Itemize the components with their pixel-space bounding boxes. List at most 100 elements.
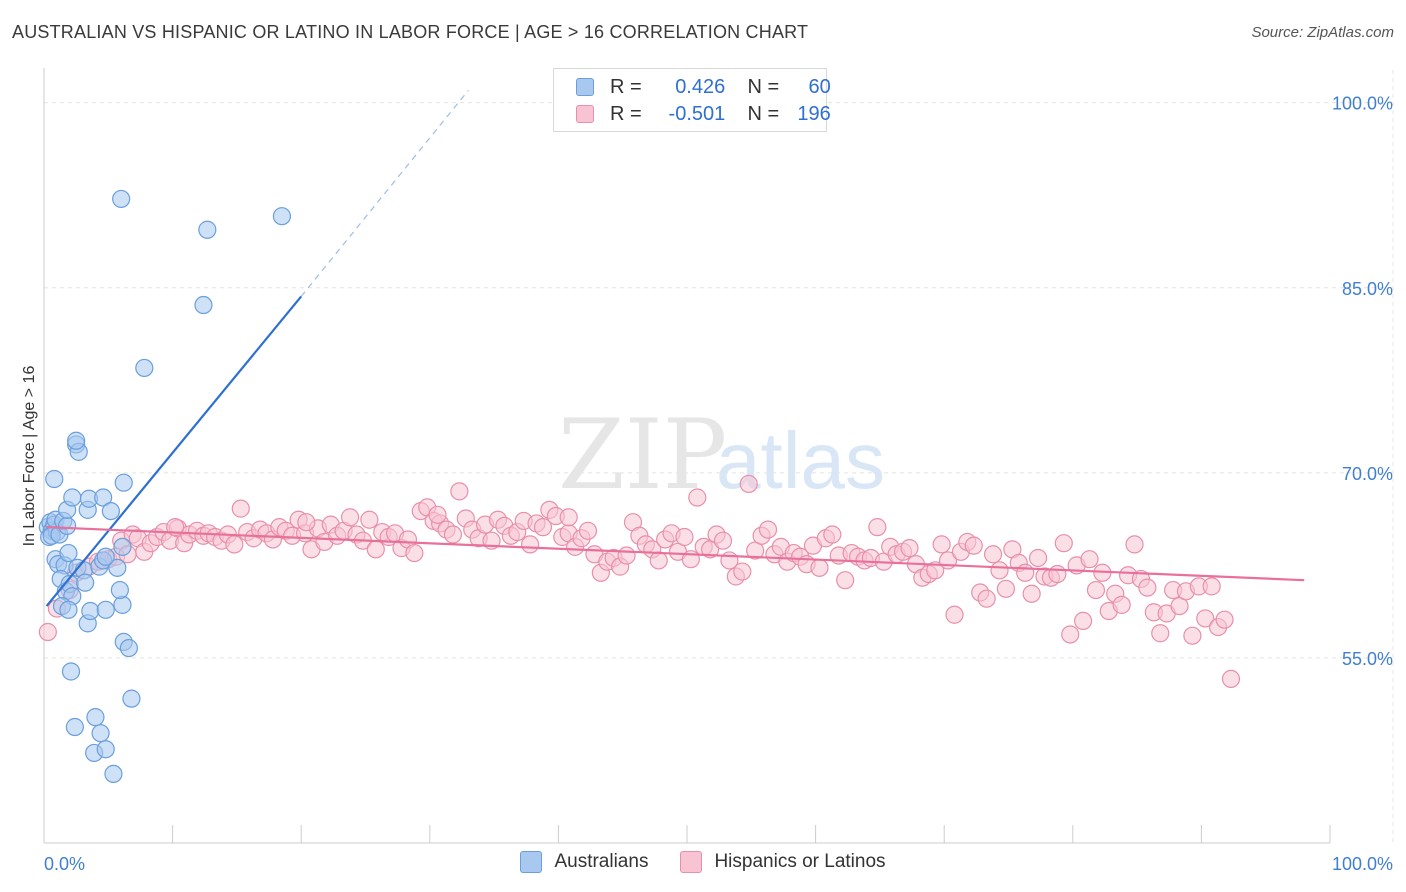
point-hispanics-or-latinos-166 [1125, 535, 1144, 554]
trend-lines [45, 89, 1305, 607]
series-label-australians: Australians [554, 851, 649, 872]
series-legend-hispanics[interactable]: Hispanics or Latinos [680, 851, 886, 873]
point-australians-32 [96, 547, 115, 566]
chart-source: Source: ZipAtlas.com [1251, 24, 1394, 41]
point-hispanics-or-latinos-180 [1215, 610, 1234, 629]
y-tick-label-2: 70.0% [1342, 464, 1393, 484]
point-hispanics-or-latinos-61 [450, 482, 469, 501]
series-legend-australians[interactable]: Australians [520, 851, 648, 873]
point-australians-26 [96, 600, 115, 619]
point-hispanics-or-latinos-185 [559, 508, 578, 527]
point-australians-54 [65, 717, 84, 737]
point-hispanics-or-latinos-121 [836, 571, 855, 590]
watermark-atlas: atlas [716, 416, 885, 505]
point-hispanics-or-latinos-92 [649, 551, 668, 570]
point-australians-55 [86, 708, 105, 727]
point-hispanics-or-latinos-156 [1061, 625, 1080, 644]
y-axis-label: In Labor Force | Age > 16 [21, 366, 38, 547]
point-hispanics-or-latinos-151 [1028, 548, 1048, 568]
point-hispanics-or-latinos-72 [521, 535, 540, 554]
point-australians-10 [58, 516, 77, 535]
point-australians-33 [113, 537, 132, 556]
point-hispanics-or-latinos-160 [1086, 580, 1106, 600]
point-hispanics-or-latinos-183 [297, 513, 316, 532]
point-australians-48 [272, 207, 292, 226]
legend-n-value: 196 [797, 102, 831, 125]
axes [43, 68, 1331, 844]
point-hispanics-or-latinos-168 [1138, 578, 1157, 597]
point-hispanics-or-latinos-26 [225, 535, 244, 554]
point-australians-58 [96, 740, 115, 759]
point-australians-28 [110, 580, 129, 600]
point-hispanics-or-latinos-47 [360, 510, 379, 529]
legend-n-label: N = [747, 75, 780, 98]
series-legend: Australians Hispanics or Latinos [0, 851, 1406, 873]
trend-line-australians [45, 295, 303, 607]
point-hispanics-or-latinos-175 [1183, 626, 1202, 645]
point-hispanics-or-latinos-144 [983, 545, 1003, 564]
trend-line-extension-australians [300, 89, 469, 297]
point-australians-40 [101, 501, 120, 521]
point-australians-49 [194, 295, 213, 315]
x-tick-label-min: 0.0% [44, 854, 85, 874]
point-hispanics-or-latinos-102 [713, 531, 733, 550]
point-australians-46 [112, 189, 131, 209]
point-hispanics-or-latinos-159 [1080, 550, 1099, 569]
point-hispanics-or-latinos-48 [366, 540, 385, 559]
point-hispanics-or-latinos-170 [1151, 624, 1170, 643]
point-australians-25 [81, 601, 100, 621]
point-hispanics-or-latinos-126 [868, 518, 887, 537]
point-australians-34 [45, 469, 64, 489]
point-hispanics-or-latinos-117 [810, 558, 829, 577]
x-tick-label-max: 100.0% [1332, 854, 1393, 874]
point-australians-36 [63, 488, 82, 507]
y-tick-label-3: 55.0% [1342, 649, 1393, 669]
point-australians-14 [59, 543, 78, 563]
series-swatch-australians [520, 851, 543, 873]
point-hispanics-or-latinos-60 [443, 525, 463, 544]
point-hispanics-or-latinos-138 [945, 605, 964, 624]
point-hispanics-or-latinos-98 [688, 488, 707, 507]
point-hispanics-or-latinos-0 [38, 622, 57, 642]
point-hispanics-or-latinos-141 [964, 536, 983, 555]
point-australians-41 [114, 473, 133, 492]
point-hispanics-or-latinos-135 [926, 561, 945, 580]
trend-line-hispanics-or-latinos [46, 526, 1305, 582]
legend-row-australians: R = 0.426 N = 60 [576, 74, 831, 100]
point-australians-45 [135, 358, 154, 378]
point-hispanics-or-latinos-149 [1016, 563, 1035, 582]
point-australians-56 [91, 724, 110, 743]
point-hispanics-or-latinos-109 [758, 520, 778, 539]
point-hispanics-or-latinos-136 [932, 535, 951, 554]
point-australians-39 [94, 488, 113, 507]
point-hispanics-or-latinos-74 [533, 518, 553, 537]
point-australians-47 [198, 220, 217, 239]
point-hispanics-or-latinos-131 [900, 539, 919, 558]
point-hispanics-or-latinos-119 [823, 525, 842, 544]
point-hispanics-or-latinos-164 [1112, 595, 1131, 614]
point-australians-20 [76, 573, 95, 592]
point-hispanics-or-latinos-81 [578, 521, 598, 540]
legend-n-label: N = [747, 102, 780, 125]
point-australians-52 [119, 638, 138, 658]
point-hispanics-or-latinos-155 [1054, 534, 1073, 553]
point-hispanics-or-latinos-87 [617, 546, 636, 565]
legend-swatch-australians [576, 78, 594, 96]
point-australians-59 [104, 764, 123, 784]
legend-r-value: 0.426 [675, 75, 726, 98]
legend-r-label: R = [610, 102, 642, 125]
data-points [38, 189, 1241, 784]
point-australians-44 [67, 431, 86, 450]
chart-title: AUSTRALIAN VS HISPANIC OR LATINO IN LABO… [12, 22, 809, 42]
point-hispanics-or-latinos-143 [977, 589, 996, 608]
point-hispanics-or-latinos-106 [739, 474, 758, 494]
legend-n-value: 60 [808, 75, 831, 98]
point-australians-27 [113, 595, 132, 614]
point-hispanics-or-latinos-181 [1221, 669, 1241, 688]
point-hispanics-or-latinos-178 [1202, 577, 1221, 596]
y-tick-labels: 100.0% 85.0% 70.0% 55.0% [1332, 94, 1393, 669]
point-hispanics-or-latinos-158 [1073, 611, 1093, 631]
legend-swatch-hispanics [576, 105, 594, 123]
series-swatch-hispanics [680, 851, 703, 873]
